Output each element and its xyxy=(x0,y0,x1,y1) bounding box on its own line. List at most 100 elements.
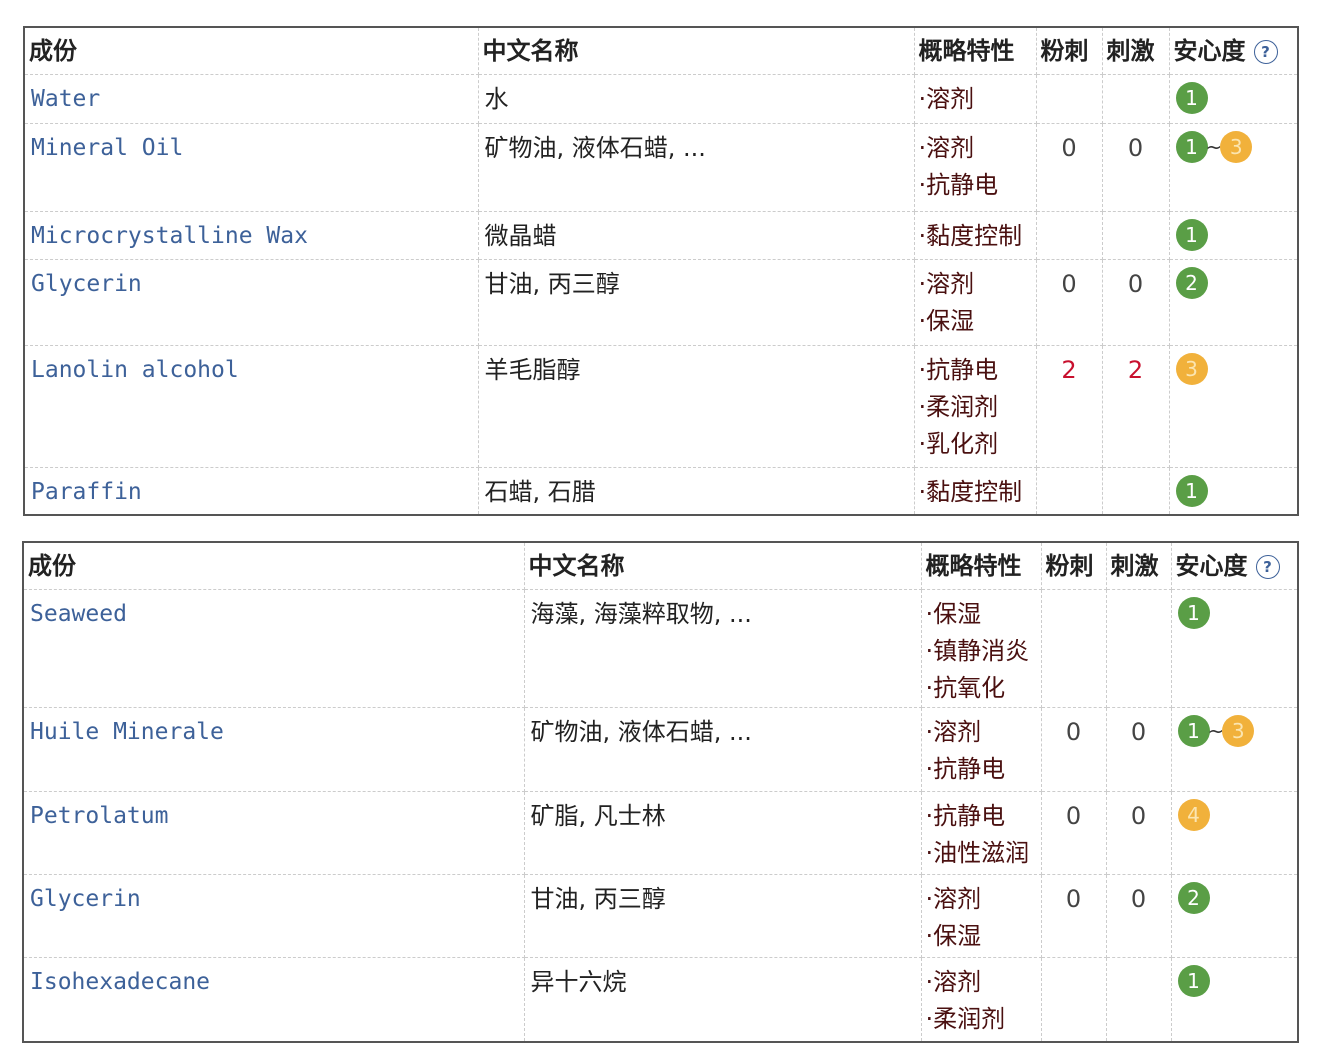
safety-cell: 1 ~3 xyxy=(1170,707,1299,792)
irritation-value xyxy=(1105,957,1172,1042)
safety-badge: 4 xyxy=(1177,799,1210,831)
irritation-value: 0 xyxy=(1101,259,1170,346)
ingredient-link[interactable]: Paraffin xyxy=(23,467,479,515)
safety-badge: 1 xyxy=(1175,82,1208,114)
header-irritation: 刺激 xyxy=(1101,26,1170,75)
safety-badge: 2 xyxy=(1177,882,1210,914)
irritation-value: 0 xyxy=(1101,123,1170,212)
acne-value xyxy=(1040,589,1107,708)
property-item: ·保湿 xyxy=(925,600,982,628)
safety-badge: 1 xyxy=(1175,131,1208,163)
header-acne: 粉刺 xyxy=(1040,541,1107,590)
safety-cell: 1 ~3 xyxy=(1168,123,1299,212)
ingredient-link[interactable]: Glycerin xyxy=(23,259,479,346)
property-item: ·黏度控制 xyxy=(918,478,1023,506)
safety-badge: 2 xyxy=(1175,267,1208,299)
ingredient-link[interactable]: Huile Minerale xyxy=(22,707,525,792)
property-item: ·抗静电 xyxy=(918,356,999,384)
chinese-name: 羊毛脂醇 xyxy=(477,345,915,468)
acne-value: 0 xyxy=(1035,259,1103,346)
acne-value: 0 xyxy=(1035,123,1103,212)
header-ingredient: 成份 xyxy=(22,541,525,590)
chinese-name: 矿脂, 凡士林 xyxy=(523,791,922,875)
properties-cell: ·溶剂 ·保湿 xyxy=(920,874,1042,958)
acne-value: 0 xyxy=(1040,791,1107,875)
safety-badge: 1 xyxy=(1175,475,1208,507)
acne-value: 2 xyxy=(1035,345,1103,468)
property-item: ·油性滋润 xyxy=(925,839,1030,867)
chinese-name: 微晶蜡 xyxy=(477,211,915,260)
properties-cell: ·黏度控制 xyxy=(913,467,1037,515)
ingredient-link[interactable]: Water xyxy=(23,74,479,124)
chinese-name: 矿物油, 液体石蜡, ... xyxy=(477,123,915,212)
header-safety-label: 安心度 xyxy=(1175,552,1248,580)
property-item: ·黏度控制 xyxy=(918,222,1023,250)
safety-cell: 2 xyxy=(1170,874,1299,958)
ingredient-link[interactable]: Microcrystalline Wax xyxy=(23,211,479,260)
safety-badge: 1 xyxy=(1177,715,1210,747)
question-circle-icon[interactable]: ? xyxy=(1253,40,1278,64)
header-properties: 概略特性 xyxy=(920,541,1042,590)
table-row: Water 水 ·溶剂 1 xyxy=(23,74,1299,124)
properties-cell: ·溶剂 xyxy=(913,74,1037,124)
irritation-value: 0 xyxy=(1105,874,1172,958)
acne-value xyxy=(1035,74,1103,124)
chinese-name: 异十六烷 xyxy=(523,957,922,1042)
header-acne: 粉刺 xyxy=(1035,26,1103,75)
ingredient-link[interactable]: Lanolin alcohol xyxy=(23,345,479,468)
irritation-value xyxy=(1101,74,1170,124)
property-item: ·溶剂 xyxy=(918,85,975,113)
properties-cell: ·溶剂 ·柔润剂 xyxy=(920,957,1042,1042)
safety-cell: 1 xyxy=(1170,589,1299,708)
property-item: ·抗静电 xyxy=(918,171,999,199)
table-header: 成份 中文名称 概略特性 粉刺 刺激 安心度? xyxy=(23,26,1299,75)
property-item: ·溶剂 xyxy=(925,885,982,913)
safety-badge: 3 xyxy=(1222,715,1255,747)
table-row: Petrolatum 矿脂, 凡士林 ·抗静电 ·油性滋润 0 0 4 xyxy=(22,791,1299,875)
question-circle-icon[interactable]: ? xyxy=(1255,555,1280,579)
header-safety: 安心度? xyxy=(1168,26,1299,75)
irritation-value xyxy=(1105,589,1172,708)
safety-cell: 1 xyxy=(1168,211,1299,260)
ingredient-link[interactable]: Glycerin xyxy=(22,874,525,958)
header-ingredient: 成份 xyxy=(23,26,479,75)
property-item: ·抗静电 xyxy=(925,755,1006,783)
safety-badge: 3 xyxy=(1220,131,1253,163)
safety-badge: 1 xyxy=(1175,219,1208,251)
table-row: Glycerin 甘油, 丙三醇 ·溶剂 ·保湿 0 0 2 xyxy=(23,259,1299,346)
chinese-name: 矿物油, 液体石蜡, ... xyxy=(523,707,922,792)
table-row: Glycerin 甘油, 丙三醇 ·溶剂 ·保湿 0 0 2 xyxy=(22,874,1299,958)
safety-cell: 1 xyxy=(1168,74,1299,124)
ingredient-link[interactable]: Seaweed xyxy=(22,589,525,708)
safety-cell: 2 xyxy=(1168,259,1299,346)
acne-value: 0 xyxy=(1040,874,1107,958)
table-row: Paraffin 石蜡, 石腊 ·黏度控制 1 xyxy=(23,467,1299,515)
table-row: Seaweed 海藻, 海藻粹取物, ... ·保湿 ·镇静消炎 ·抗氧化 1 xyxy=(22,589,1299,708)
property-item: ·保湿 xyxy=(918,307,975,335)
property-item: ·溶剂 xyxy=(925,968,982,996)
header-properties: 概略特性 xyxy=(913,26,1037,75)
safety-cell: 3 xyxy=(1168,345,1299,468)
properties-cell: ·溶剂 ·抗静电 xyxy=(913,123,1037,212)
header-safety: 安心度? xyxy=(1170,541,1299,590)
ingredient-link[interactable]: Petrolatum xyxy=(22,791,525,875)
ingredients-table-2: 成份 中文名称 概略特性 粉刺 刺激 安心度? Seaweed 海藻, 海藻粹取物… xyxy=(22,541,1299,1043)
safety-cell: 4 xyxy=(1170,791,1299,875)
chinese-name: 海藻, 海藻粹取物, ... xyxy=(523,589,922,708)
table-row: Isohexadecane 异十六烷 ·溶剂 ·柔润剂 1 xyxy=(22,957,1299,1042)
ingredient-link[interactable]: Isohexadecane xyxy=(22,957,525,1042)
chinese-name: 甘油, 丙三醇 xyxy=(477,259,915,346)
range-tilde: ~ xyxy=(1207,718,1225,743)
properties-cell: ·溶剂 ·抗静电 xyxy=(920,707,1042,792)
irritation-value: 2 xyxy=(1101,345,1170,468)
header-safety-label: 安心度 xyxy=(1173,37,1246,65)
acne-value xyxy=(1035,211,1103,260)
safety-cell: 1 xyxy=(1170,957,1299,1042)
range-tilde: ~ xyxy=(1205,134,1223,159)
irritation-value xyxy=(1101,211,1170,260)
chinese-name: 石蜡, 石腊 xyxy=(477,467,915,515)
safety-badge: 3 xyxy=(1175,353,1208,385)
properties-cell: ·黏度控制 xyxy=(913,211,1037,260)
ingredient-link[interactable]: Mineral Oil xyxy=(23,123,479,212)
table-row: Huile Minerale 矿物油, 液体石蜡, ... ·溶剂 ·抗静电 0 0 1 ~3 xyxy=(22,707,1299,792)
